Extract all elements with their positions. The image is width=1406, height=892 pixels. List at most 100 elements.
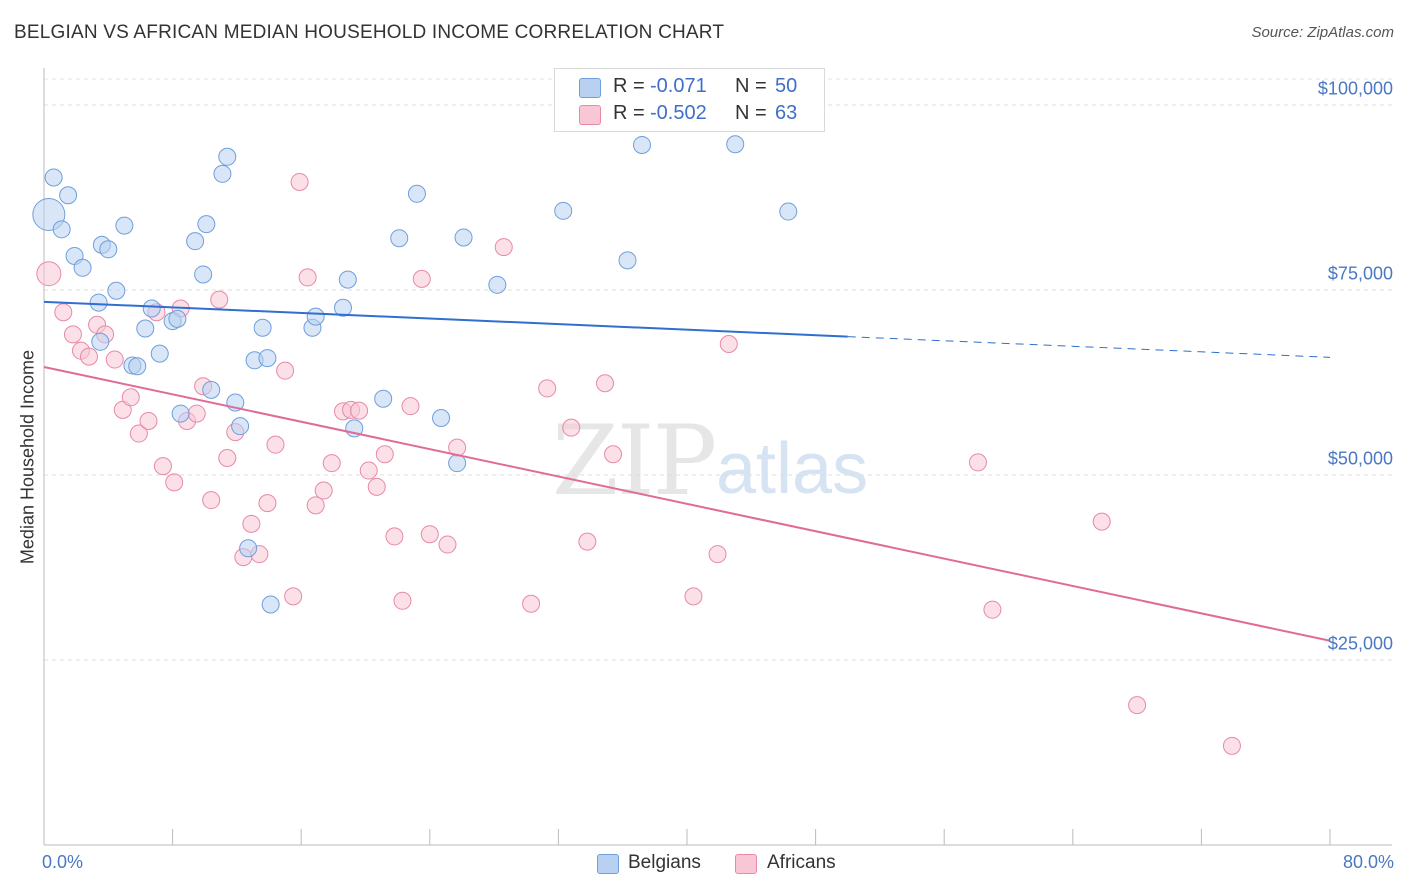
belgian-point-41 [432,409,451,428]
belgian-point-47 [632,135,651,154]
chart-source: Source: ZipAtlas.com [1251,24,1394,41]
african-point-1 [54,303,73,322]
belgian-point-39 [390,229,409,248]
african-point-30 [290,172,309,191]
belgian-trend-line [43,300,848,338]
african-point-10 [129,424,148,443]
african-point-62 [1222,736,1241,755]
belgian-point-32 [261,595,280,614]
belgian-point-16 [150,344,169,363]
belgian-point-22 [197,215,216,234]
y-tick-label-2: $75,000 [1327,263,1393,284]
african-point-7 [105,350,124,369]
african-point-9 [121,388,140,407]
belgian-point-7 [91,332,110,351]
african-point-39 [367,477,386,496]
african-point-44 [412,269,431,288]
belgian-point-31 [258,349,277,368]
belgian-point-35 [333,298,352,317]
belgians-r-label: R = [613,75,645,97]
african-point-55 [684,587,703,606]
african-point-33 [314,481,333,500]
belgian-point-2 [52,220,71,239]
africans-r-value: -0.502 [650,102,707,124]
african-point-4 [80,347,99,366]
correlation-legend: R = -0.071 N = 50 R = -0.502 N = 63 [554,68,825,132]
african-point-61 [1128,696,1147,715]
chart-title: BELGIAN VS AFRICAN MEDIAN HOUSEHOLD INCO… [14,22,725,43]
belgian-point-25 [218,147,237,166]
african-point-26 [258,494,277,513]
african-point-48 [494,238,513,257]
belgian-point-13 [128,357,147,376]
african-point-41 [385,527,404,546]
african-point-11 [139,411,158,430]
african-point-52 [578,532,597,551]
african-trend-line [43,365,1331,642]
belgian-point-1 [44,168,63,187]
african-point-8 [113,400,132,419]
y-tick-label-0: $25,000 [1327,633,1393,654]
y-tick-label-1: $50,000 [1327,448,1393,469]
belgian-point-6 [89,293,108,312]
belgians-r-value: -0.071 [650,75,707,97]
african-point-56 [708,545,727,564]
x-tick-label-min: 0.0% [42,852,84,872]
belgian-point-27 [231,417,250,436]
african-point-24 [242,514,261,533]
belgian-point-49 [779,202,798,221]
belgian-point-19 [171,404,190,423]
belgian-point-38 [374,389,393,408]
belgian-point-20 [186,232,205,251]
african-point-40 [375,445,394,464]
x-tick-label-max: 80.0% [1342,852,1394,872]
belgian-point-45 [554,201,573,220]
belgian-point-43 [454,228,473,247]
belgian-point-14 [136,319,155,338]
african-point-50 [538,379,557,398]
belgian-point-46 [618,251,637,270]
african-point-42 [393,591,412,610]
african-point-28 [276,361,295,380]
belgian-point-5 [73,258,92,277]
african-point-53 [596,374,615,393]
african-point-49 [522,594,541,613]
belgian-point-28 [239,539,258,558]
african-point-19 [202,491,221,510]
african-point-54 [604,445,623,464]
african-point-27 [266,435,285,454]
african-point-38 [359,461,378,480]
belgian-point-42 [448,454,467,473]
belgians-swatch [579,78,601,98]
african-point-2 [63,325,82,344]
belgian-point-9 [99,240,118,259]
african-point-43 [401,397,420,416]
belgian-point-48 [726,135,745,154]
african-point-46 [438,535,457,554]
belgian-point-24 [213,164,232,183]
african-point-0 [36,261,62,287]
african-point-45 [420,525,439,544]
africans-n-label: N = [735,102,767,124]
african-point-51 [562,418,581,437]
belgian-point-18 [168,309,187,328]
africans-legend-swatch [735,854,757,874]
african-point-34 [322,454,341,473]
watermark-zip: ZIP [552,405,717,517]
africans-swatch [579,105,601,125]
belgian-trend-extension [847,336,1331,358]
belgians-legend-swatch [597,854,619,874]
belgian-point-3 [59,186,78,205]
africans-n-value: 63 [775,102,798,124]
african-point-59 [983,600,1002,619]
belgians-n-value: 50 [775,75,798,97]
africans-legend-label: Africans [767,852,836,873]
african-point-32 [306,496,325,515]
belgian-point-36 [338,270,357,289]
african-point-57 [719,335,738,354]
belgian-point-23 [202,380,221,399]
belgian-point-11 [115,216,134,235]
belgian-point-15 [142,299,161,318]
african-point-20 [210,290,229,309]
